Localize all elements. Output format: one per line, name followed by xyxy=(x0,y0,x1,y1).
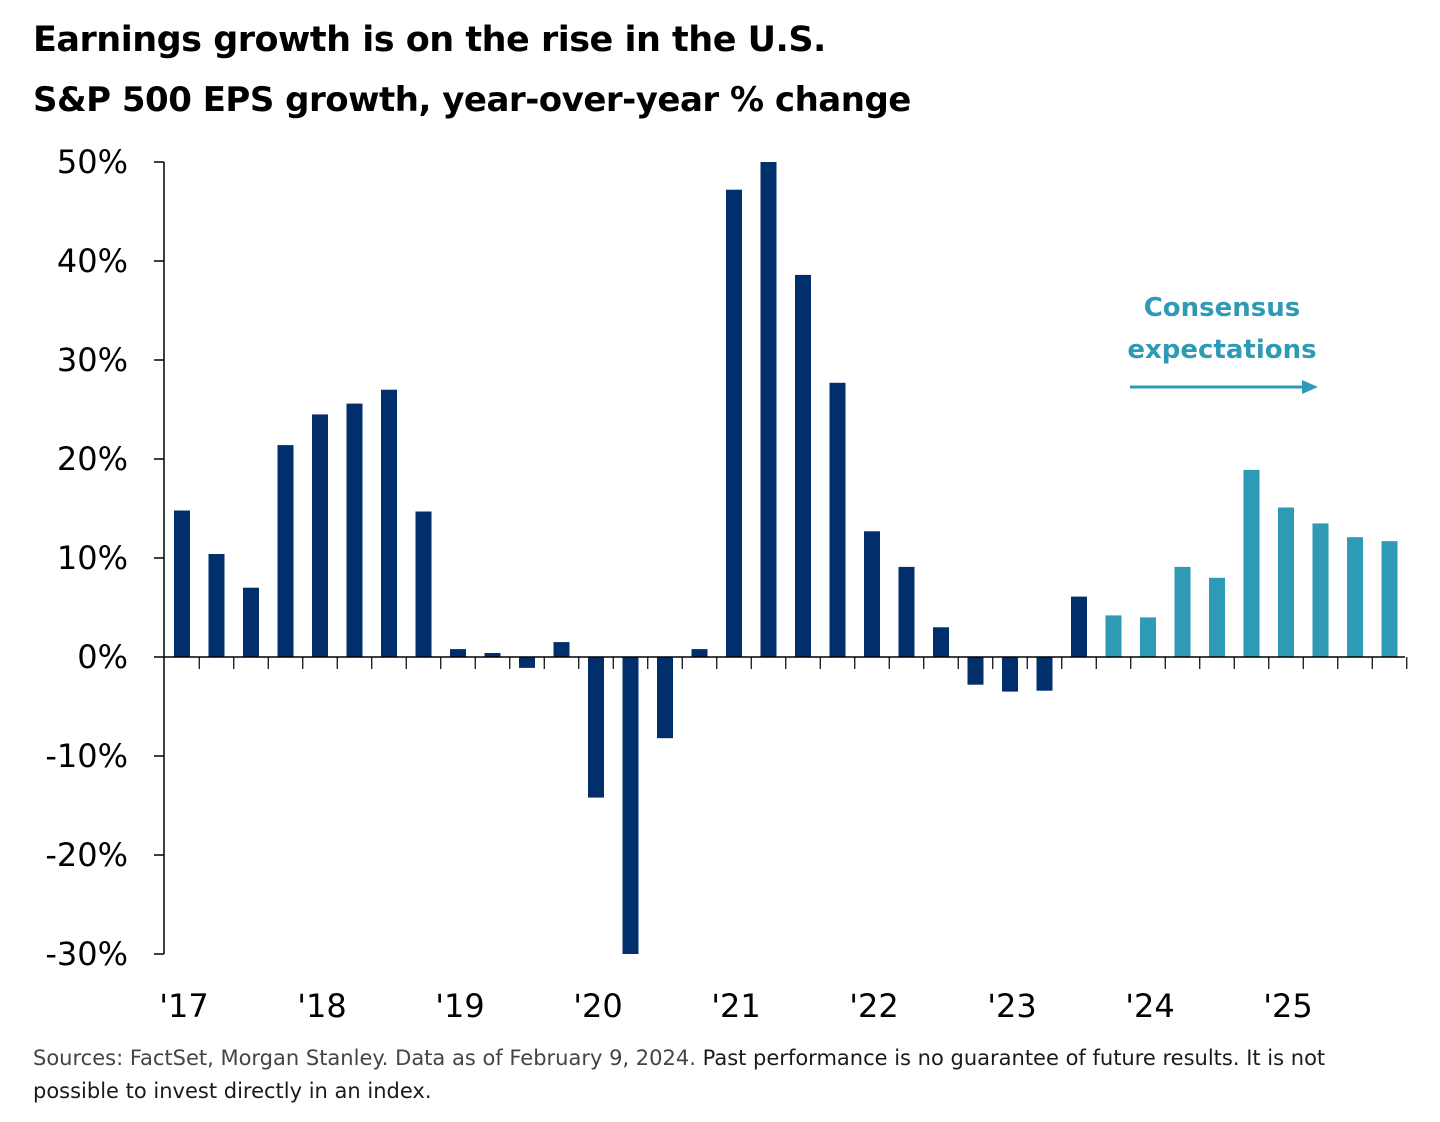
x-year-label: '21 xyxy=(711,987,761,1025)
chart-title: Earnings growth is on the rise in the U.… xyxy=(33,20,826,60)
bar-actual-21 xyxy=(864,531,880,657)
arrow-right-icon xyxy=(1302,380,1318,394)
bar-actual-6 xyxy=(346,403,363,657)
chart-subtitle: S&P 500 EPS growth, year-over-year % cha… xyxy=(33,80,911,120)
bar-consensus-9 xyxy=(1381,541,1398,657)
eps-growth-bar-chart: 50% 40% 30% 20% 10% 0% -10% -20% -30% '17 '18 '19 '2… xyxy=(45,143,1408,1025)
bar-consensus-6 xyxy=(1278,507,1294,657)
bar-actual-15 xyxy=(657,657,673,739)
annotation-text-line: expectations xyxy=(1127,335,1316,365)
bar-actual-16 xyxy=(691,649,708,657)
bar-actual-9 xyxy=(450,649,466,657)
bar-actual-26 xyxy=(1036,657,1053,691)
bar-actual-2 xyxy=(208,554,225,657)
y-tick-label: -20% xyxy=(45,836,128,874)
y-tick-label: -10% xyxy=(45,737,128,775)
consensus-annotation: Consensus expectations xyxy=(1127,293,1318,394)
bar-actual-5 xyxy=(312,414,328,657)
y-tick-label: 50% xyxy=(57,143,128,181)
bar-actual-27 xyxy=(1071,596,1087,657)
x-year-label: '25 xyxy=(1263,987,1313,1025)
x-year-label: '23 xyxy=(987,987,1037,1025)
y-tick-label: 0% xyxy=(77,638,128,676)
sources-text: Sources: FactSet, Morgan Stanley. Data a… xyxy=(33,1046,696,1070)
bar-actual-3 xyxy=(243,587,259,657)
bar-actual-7 xyxy=(381,389,397,657)
y-tick-label: -30% xyxy=(45,935,128,973)
axes-group xyxy=(154,161,1408,955)
bar-actual-20 xyxy=(829,382,846,657)
bar-actual-10 xyxy=(484,653,501,657)
bar-consensus-2 xyxy=(1140,617,1156,657)
bar-actual-23 xyxy=(933,627,949,657)
y-tick-label: 40% xyxy=(57,242,128,280)
bar-actual-12 xyxy=(553,642,570,657)
bar-actual-13 xyxy=(588,657,604,798)
bar-actual-19 xyxy=(795,274,811,657)
x-year-label: '24 xyxy=(1125,987,1175,1025)
bar-actual-17 xyxy=(726,189,742,657)
bar-actual-4 xyxy=(277,445,294,657)
x-year-label: '19 xyxy=(435,987,485,1025)
x-year-label: '22 xyxy=(849,987,899,1025)
y-tick-label: 30% xyxy=(57,341,128,379)
bar-actual-11 xyxy=(519,657,535,668)
y-tick-label: 10% xyxy=(57,539,128,577)
bar-actual-25 xyxy=(1002,657,1018,692)
bar-consensus-4 xyxy=(1209,577,1225,657)
bar-consensus-8 xyxy=(1347,537,1363,657)
x-year-label: '20 xyxy=(573,987,623,1025)
bar-actual-24 xyxy=(967,657,984,685)
bars-group xyxy=(174,162,1398,954)
x-year-label: '17 xyxy=(159,987,209,1025)
y-tick-label: 20% xyxy=(57,440,128,478)
bar-consensus-1 xyxy=(1105,615,1122,657)
bar-consensus-7 xyxy=(1312,523,1329,657)
x-year-label: '18 xyxy=(297,987,347,1025)
bar-actual-22 xyxy=(898,566,915,657)
bar-actual-1 xyxy=(174,510,190,657)
bar-actual-8 xyxy=(415,511,432,657)
bar-actual-18 xyxy=(760,162,777,657)
labels-group: 50% 40% 30% 20% 10% 0% -10% -20% -30% '17 '18 '19 '2… xyxy=(45,143,1312,1025)
annotation-text-line: Consensus xyxy=(1144,293,1301,323)
source-footnote: Sources: FactSet, Morgan Stanley. Data a… xyxy=(33,1042,1403,1108)
disclaimer-text: Past performance is no guarantee of futu… xyxy=(33,1046,1326,1103)
bar-consensus-3 xyxy=(1174,566,1191,657)
bar-actual-14 xyxy=(622,657,639,954)
bar-consensus-5 xyxy=(1243,469,1260,657)
